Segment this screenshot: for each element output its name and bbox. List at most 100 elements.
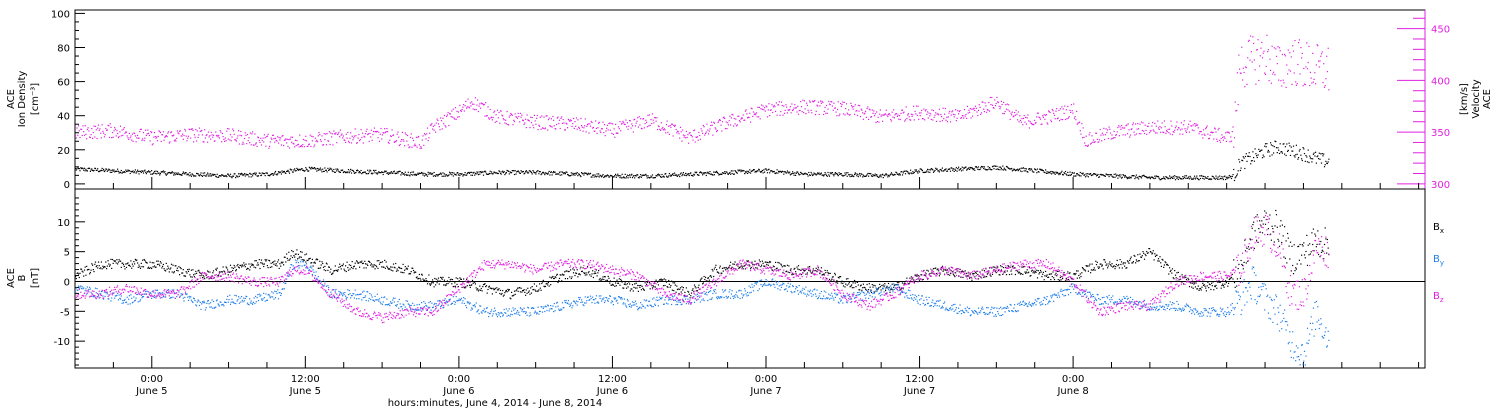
density-series-point (1309, 157, 1311, 159)
velocity-series-point (803, 100, 805, 102)
bx-series-point (209, 271, 211, 273)
density-series-point (202, 172, 204, 174)
velocity-series-point (168, 142, 170, 144)
density-series-point (1093, 173, 1095, 175)
velocity-series-point (541, 115, 543, 117)
velocity-series-point (773, 104, 775, 107)
velocity-series-point (1019, 119, 1022, 121)
velocity-series-point (163, 139, 165, 141)
density-series-point (1168, 177, 1170, 179)
bx-series-point (949, 274, 951, 276)
bx-series-point (1005, 274, 1008, 276)
density-series-point (450, 172, 452, 174)
velocity-series-point (1227, 131, 1229, 133)
velocity-series-point (803, 112, 805, 114)
velocity-series-point (488, 118, 490, 120)
density-series-point (286, 170, 288, 172)
velocity-series-point (1184, 128, 1186, 130)
density-series-point (159, 173, 161, 175)
bx-series-point (1025, 272, 1027, 274)
bx-series-point (556, 274, 558, 276)
velocity-series-point (987, 109, 989, 111)
density-series-point (356, 170, 358, 172)
velocity-series-point (423, 133, 426, 135)
density-series-point (108, 168, 110, 170)
density-series-point (1287, 149, 1289, 151)
velocity-series-point (984, 102, 986, 104)
density-series-point (114, 170, 116, 172)
density-series-point (1039, 168, 1042, 170)
velocity-series-point (431, 123, 433, 125)
density-series-point (1170, 176, 1172, 178)
density-series-point (96, 169, 98, 171)
density-series-point (705, 174, 707, 177)
density-series-point (210, 173, 212, 175)
velocity-series-point (505, 123, 507, 125)
bx-series-point (509, 297, 511, 299)
bx-series-point (865, 288, 867, 290)
bx-series-point (899, 286, 901, 288)
density-series-point (755, 171, 758, 173)
density-series-point (184, 173, 186, 175)
density-series-point (207, 175, 209, 177)
velocity-series-point (554, 128, 556, 130)
velocity-series-point (288, 139, 290, 141)
density-series-point (486, 173, 488, 175)
velocity-series-point (362, 132, 364, 134)
velocity-series-point (563, 122, 565, 124)
velocity-series-point (1087, 144, 1089, 146)
bx-series-point (219, 271, 221, 273)
velocity-series-point (311, 135, 313, 137)
velocity-series-point (1244, 66, 1247, 68)
density-series-point (1169, 175, 1171, 177)
velocity-series-point (684, 134, 686, 137)
density-series-point (1021, 170, 1023, 173)
velocity-series-point (812, 101, 814, 103)
density-series-point (693, 174, 696, 176)
velocity-series-point (176, 130, 178, 132)
bx-series-point (700, 278, 702, 280)
density-series-point (1327, 161, 1329, 163)
density-series-point (1242, 156, 1244, 158)
density-series-point (799, 173, 801, 176)
density-series-point (988, 168, 990, 170)
bx-series-point (485, 285, 488, 287)
density-series-point (792, 172, 794, 174)
bx-series-point (747, 260, 749, 262)
density-series-point (836, 172, 838, 174)
velocity-series-point (134, 132, 136, 134)
velocity-series-point (690, 134, 692, 136)
velocity-series-point (406, 140, 408, 142)
bx-series-point (993, 269, 995, 271)
density-series-point (86, 170, 88, 172)
density-series-point (1221, 176, 1223, 178)
bx-series-point (480, 287, 482, 290)
velocity-series-point (1025, 116, 1027, 118)
density-series-point (1005, 165, 1008, 168)
density-series-point (731, 172, 733, 175)
density-series-point (1211, 175, 1213, 177)
bx-series-point (232, 269, 234, 272)
density-series-point (927, 171, 929, 173)
velocity-series-point (1233, 137, 1236, 139)
bx-series-point (440, 277, 443, 279)
velocity-series-point (1093, 141, 1095, 144)
velocity-series-point (218, 134, 220, 137)
velocity-series-point (412, 137, 414, 139)
bx-series-point (366, 263, 368, 265)
bx-series-point (167, 265, 169, 267)
density-series-point (969, 168, 971, 170)
density-series-point (423, 175, 426, 177)
velocity-series-point (1192, 124, 1194, 126)
density-series-point (706, 172, 708, 174)
density-series-point (761, 169, 763, 172)
bx-series-point (1051, 276, 1053, 278)
bx-series-point (913, 281, 915, 283)
bx-series-point (885, 287, 887, 289)
velocity-series-point (1078, 122, 1080, 124)
bx-series-point (1006, 270, 1008, 272)
velocity-series-point (622, 120, 624, 122)
density-series-point (492, 173, 494, 175)
density-series-point (928, 169, 930, 171)
velocity-series-point (95, 129, 97, 131)
